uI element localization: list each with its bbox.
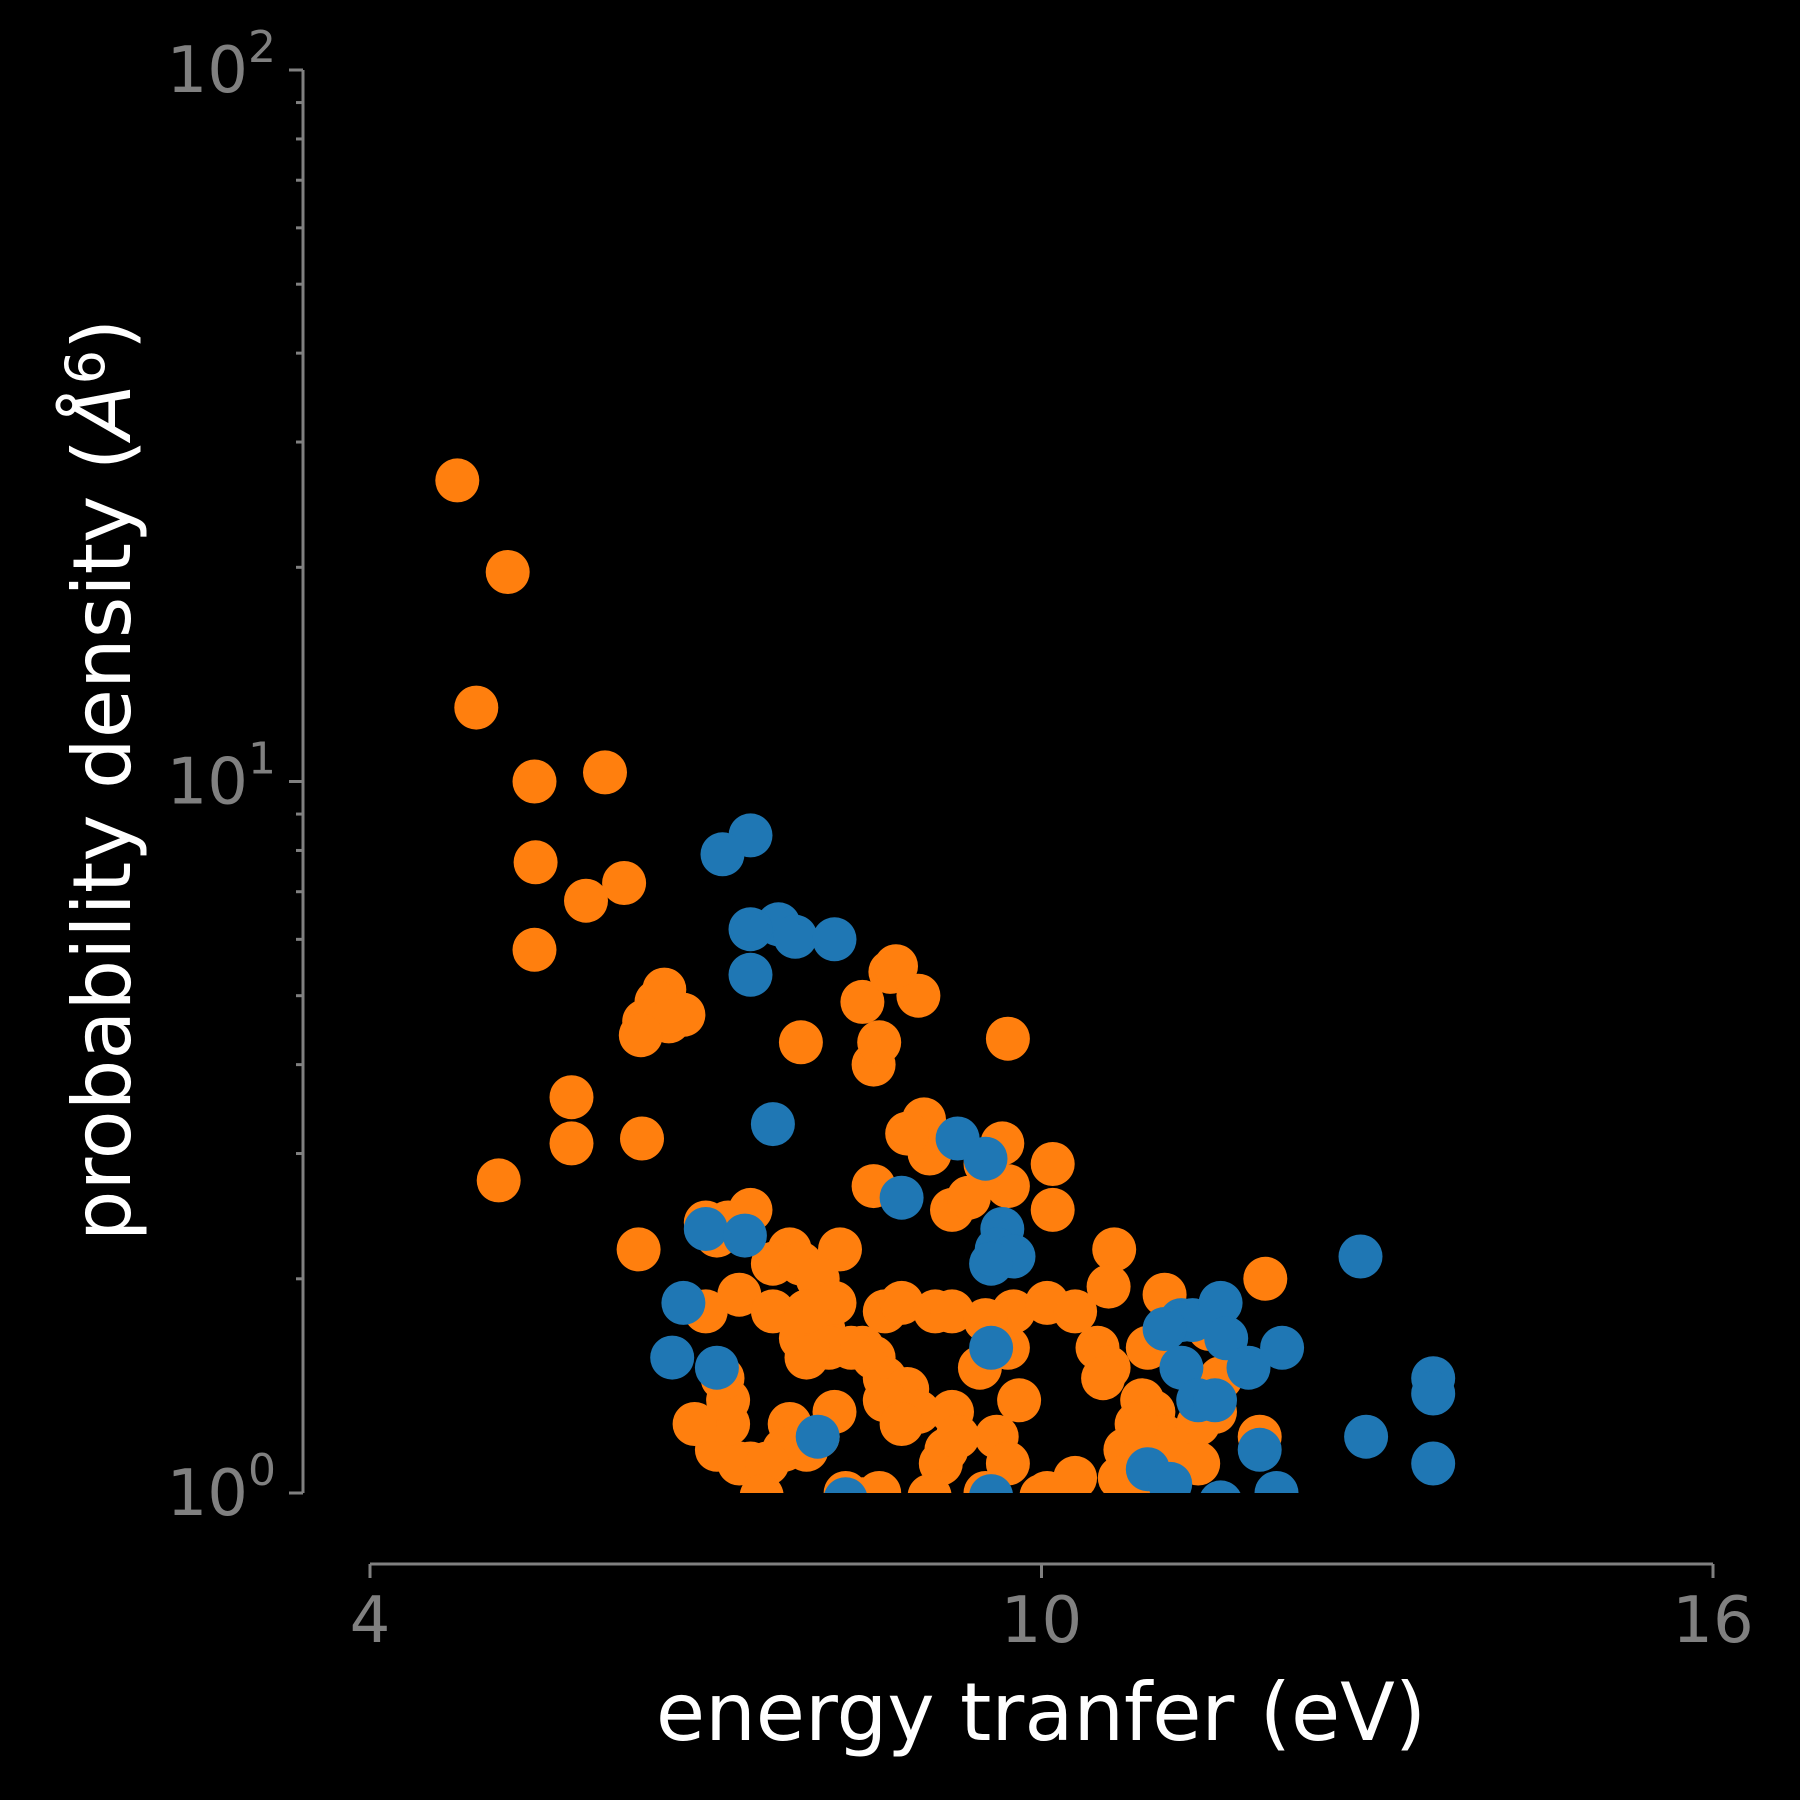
data-point — [1338, 1234, 1383, 1279]
data-point — [722, 1213, 767, 1258]
data-point — [824, 1477, 867, 1493]
y-axis-title: probability density (Å6) — [54, 319, 149, 1242]
data-point — [1092, 1227, 1137, 1272]
data-point — [512, 759, 557, 804]
data-point — [1159, 1345, 1204, 1390]
data-point — [602, 861, 647, 905]
data-point — [969, 1241, 1014, 1286]
data-point — [812, 917, 857, 962]
data-point — [476, 1158, 521, 1203]
data-point — [1226, 1345, 1271, 1390]
data-point — [1193, 1378, 1237, 1423]
data-point — [773, 914, 818, 959]
data-point — [778, 1020, 823, 1065]
x-tick-label: 4 — [350, 1584, 391, 1658]
y-axis-ticks: 100 101 102 — [167, 22, 303, 1531]
data-point — [739, 1474, 784, 1493]
data-point — [745, 1441, 790, 1486]
y-axis-title-unit: Å — [55, 384, 149, 444]
data-point — [549, 1075, 594, 1120]
data-point — [784, 1335, 829, 1380]
data-point — [549, 1121, 594, 1166]
x-axis-ticks: 4 10 16 — [350, 1564, 1754, 1658]
data-point — [672, 1402, 717, 1446]
data-point — [963, 1136, 1008, 1181]
series-1 — [435, 458, 1288, 1493]
data-point — [885, 1111, 930, 1156]
data-point — [1019, 1474, 1064, 1493]
data-point — [935, 1414, 980, 1459]
data-point — [1148, 1461, 1193, 1493]
data-point — [1114, 1402, 1159, 1446]
data-point — [1200, 1480, 1241, 1493]
data-point — [1053, 1289, 1098, 1334]
data-point — [1243, 1256, 1288, 1301]
data-point — [750, 1289, 795, 1334]
data-point — [907, 1474, 952, 1493]
data-point — [717, 1272, 762, 1317]
data-point — [618, 1013, 663, 1058]
data-point — [1411, 1371, 1456, 1416]
data-point — [728, 952, 773, 997]
data-point — [1260, 1325, 1305, 1370]
data-point — [1030, 1187, 1075, 1232]
data-point — [513, 840, 558, 885]
y-tick-label: 102 — [167, 22, 276, 108]
data-point — [661, 1280, 706, 1325]
y-axis-title-text: probability density ( — [56, 439, 149, 1241]
data-point — [874, 944, 918, 989]
data-point — [985, 1016, 1030, 1061]
data-point — [1254, 1471, 1299, 1493]
data-point — [1081, 1356, 1126, 1401]
data-point — [930, 1289, 974, 1334]
data-point — [1198, 1280, 1243, 1325]
data-point — [879, 1280, 924, 1325]
y-axis-title-exponent: 6 — [54, 350, 117, 384]
y-tick-label: 100 — [167, 1445, 276, 1531]
data-point — [616, 1227, 661, 1272]
data-point — [946, 1175, 991, 1220]
data-point — [969, 1474, 1013, 1493]
data-point — [1142, 1307, 1187, 1351]
data-point — [728, 907, 773, 952]
data-point — [435, 458, 480, 503]
data-point — [583, 750, 627, 795]
data-point — [1086, 1264, 1131, 1309]
data-point — [1344, 1414, 1389, 1459]
data-point — [485, 550, 530, 594]
data-point — [840, 1325, 885, 1370]
data-point — [1030, 1142, 1075, 1186]
x-tick-label: 10 — [1001, 1584, 1082, 1658]
data-point — [879, 1402, 924, 1446]
data-point — [997, 1378, 1042, 1423]
x-tick-label: 16 — [1672, 1584, 1753, 1658]
data-point — [795, 1414, 840, 1459]
data-point — [650, 1335, 695, 1380]
x-axis-title: energy tranfer (eV) — [656, 1666, 1426, 1759]
data-point — [564, 878, 608, 923]
data-point — [857, 1020, 902, 1065]
y-tick-label: 101 — [167, 734, 276, 820]
data-point — [700, 832, 745, 877]
series-2 — [650, 813, 1456, 1493]
data-point — [454, 685, 499, 730]
data-point — [840, 979, 885, 1024]
data-point — [512, 927, 557, 972]
data-point — [1237, 1427, 1282, 1472]
data-point — [694, 1345, 739, 1390]
data-point — [784, 1289, 829, 1334]
data-point — [750, 1102, 795, 1147]
data-point — [879, 1175, 924, 1220]
data-point — [683, 1207, 728, 1251]
y-axis-title-close: ) — [56, 319, 149, 350]
data-point — [969, 1325, 1014, 1370]
data-point — [620, 1116, 664, 1161]
data-points — [435, 458, 1456, 1493]
data-point — [1411, 1441, 1456, 1486]
